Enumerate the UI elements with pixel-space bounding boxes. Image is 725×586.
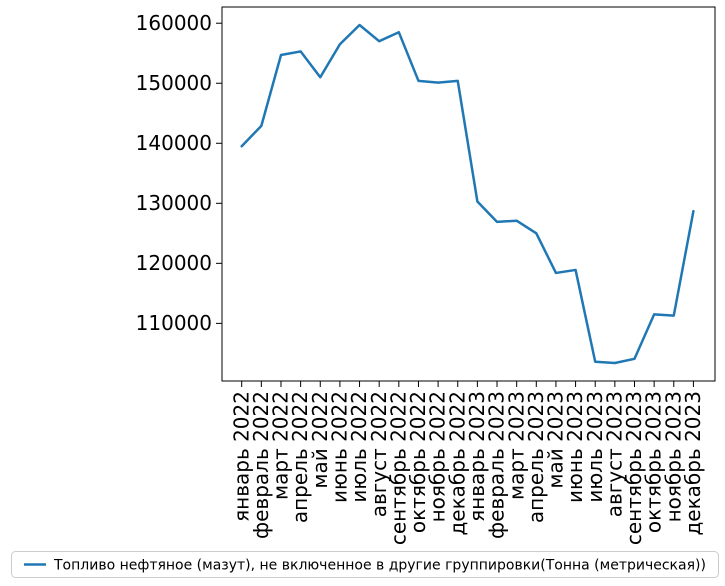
legend-box <box>11 551 719 578</box>
x-tick-label: июнь 2023 <box>563 391 587 503</box>
plot-area <box>221 6 716 382</box>
x-tick-label: декабрь 2022 <box>445 391 469 536</box>
legend: Топливо нефтяное (мазут), не включенное … <box>11 551 719 578</box>
y-tick-label: 130000 <box>136 191 212 215</box>
x-tick-label: июнь 2022 <box>328 391 352 503</box>
legend-label: Топливо нефтяное (мазут), не включенное … <box>53 557 706 573</box>
x-tick-label: сентябрь 2023 <box>622 391 646 545</box>
y-tick-label: 140000 <box>136 131 212 155</box>
x-tick-label: июль 2023 <box>583 391 607 503</box>
data-line <box>240 23 695 365</box>
x-tick-label: май 2022 <box>308 391 332 489</box>
x-tick-label: май 2023 <box>544 391 568 489</box>
x-tick-label: март 2023 <box>504 391 528 500</box>
y-tick-label: 150000 <box>136 71 212 95</box>
x-tick-label: август 2022 <box>367 391 391 517</box>
x-tick-label: январь 2023 <box>465 391 489 522</box>
y-tick-label: 120000 <box>136 251 212 275</box>
y-tick-label: 160000 <box>136 11 212 35</box>
y-axis: 110000 120000 130000 140000 150000 160000 <box>136 11 222 335</box>
x-tick-label: март 2022 <box>269 391 293 500</box>
x-tick-label: сентябрь 2022 <box>386 391 410 545</box>
x-tick-label: август 2023 <box>602 391 626 517</box>
y-tick-label: 110000 <box>136 311 212 335</box>
x-tick-label: октябрь 2022 <box>406 391 430 533</box>
x-tick-label: апрель 2022 <box>288 391 312 523</box>
x-tick-label: июль 2022 <box>347 391 371 503</box>
line-series <box>240 23 695 365</box>
x-tick-label: февраль 2022 <box>249 391 273 539</box>
x-tick-label: февраль 2023 <box>485 391 509 539</box>
x-tick-label: октябрь 2023 <box>642 391 666 533</box>
x-tick-label: январь 2022 <box>229 391 253 522</box>
x-tick-label: ноябрь 2023 <box>661 391 685 522</box>
x-tick-label: апрель 2023 <box>524 391 548 523</box>
x-tick-label: ноябрь 2022 <box>426 391 450 522</box>
x-tick-label: декабрь 2023 <box>681 391 705 536</box>
